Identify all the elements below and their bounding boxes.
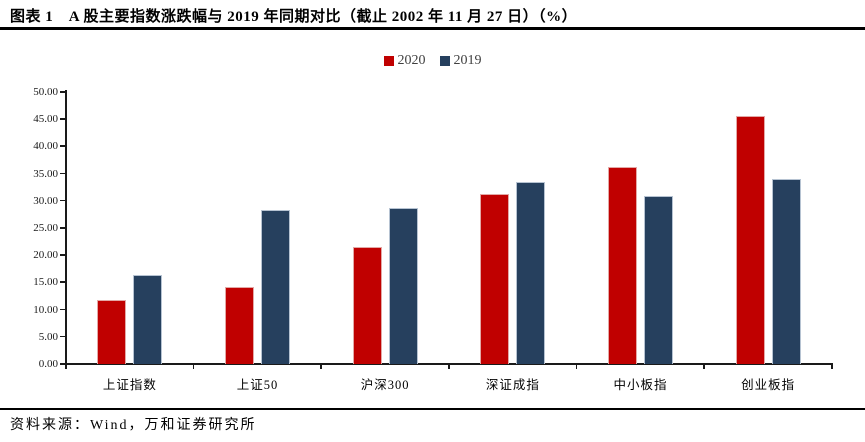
y-axis-tick [60, 335, 66, 338]
title-divider [0, 27, 865, 30]
y-tick-label: 50.00 [33, 86, 58, 98]
legend-item-2019: 2019 [439, 53, 482, 69]
category-label: 创业板指 [741, 378, 796, 392]
y-tick-label: 10.00 [33, 303, 58, 316]
bar-2019-沪深300 [388, 208, 418, 364]
figure-title: 图表 1 A 股主要指数涨跌幅与 2019 年同期对比（截止 2002 年 11… [10, 9, 578, 25]
y-axis-tick [60, 199, 66, 202]
bar-2020-创业板指 [735, 115, 765, 364]
y-tick-label: 30.00 [33, 194, 58, 207]
y-tick-label: 20.00 [33, 249, 58, 262]
x-axis-tick [831, 364, 833, 369]
legend-swatch-2019-icon [439, 56, 450, 66]
y-tick-label: 45.00 [33, 113, 58, 126]
bar-2020-深证成指 [480, 193, 510, 364]
x-axis-tick [575, 364, 578, 369]
legend-label-2019: 2019 [453, 53, 482, 68]
y-axis-tick [60, 281, 66, 283]
x-axis-tick [192, 364, 195, 369]
bar-2020-上证50 [225, 286, 254, 364]
y-axis-tick [60, 172, 66, 175]
bar-2019-上证指数 [133, 274, 163, 364]
y-tick-label: 25.00 [33, 222, 58, 234]
bar-2019-上证50 [261, 210, 290, 364]
legend-item-2020: 2020 [383, 53, 426, 69]
y-axis-tick [60, 118, 66, 120]
y-axis-tick [60, 308, 66, 311]
category-label: 深证成指 [485, 378, 540, 392]
y-tick-label: 40.00 [33, 140, 58, 153]
bar-2020-中小板指 [608, 167, 637, 364]
y-axis-tick [60, 363, 66, 365]
bar-2020-上证指数 [97, 299, 127, 364]
legend-swatch-2020-icon [383, 56, 394, 66]
bar-2019-中小板指 [644, 196, 673, 364]
x-axis-tick [448, 364, 450, 369]
category-label: 中小板指 [613, 378, 668, 392]
y-axis-tick [60, 227, 66, 229]
x-axis-line [61, 363, 833, 365]
x-axis-tick [320, 364, 322, 369]
y-tick-label: 5.00 [38, 330, 58, 343]
footer-divider [0, 408, 865, 410]
y-tick-label: 15.00 [33, 276, 58, 289]
bar-2019-创业板指 [771, 179, 801, 364]
chart-legend: 2020 2019 [0, 53, 865, 69]
y-axis-tick [60, 91, 66, 93]
source-note: 资料来源：Wind，万和证券研究所 [10, 418, 257, 433]
legend-label-2020: 2020 [397, 53, 426, 68]
y-tick-label: 35.00 [33, 167, 58, 180]
x-axis-tick [65, 364, 67, 369]
category-label: 上证50 [236, 378, 279, 392]
y-axis-tick [60, 145, 66, 147]
x-axis-tick [703, 364, 705, 369]
bar-2019-深证成指 [516, 182, 546, 364]
y-axis-tick [60, 254, 66, 256]
y-tick-label: 0.00 [38, 358, 58, 370]
category-label: 上证指数 [102, 378, 157, 392]
category-label: 沪深300 [360, 378, 410, 392]
y-axis-line [65, 90, 67, 365]
bar-2020-沪深300 [352, 247, 382, 364]
